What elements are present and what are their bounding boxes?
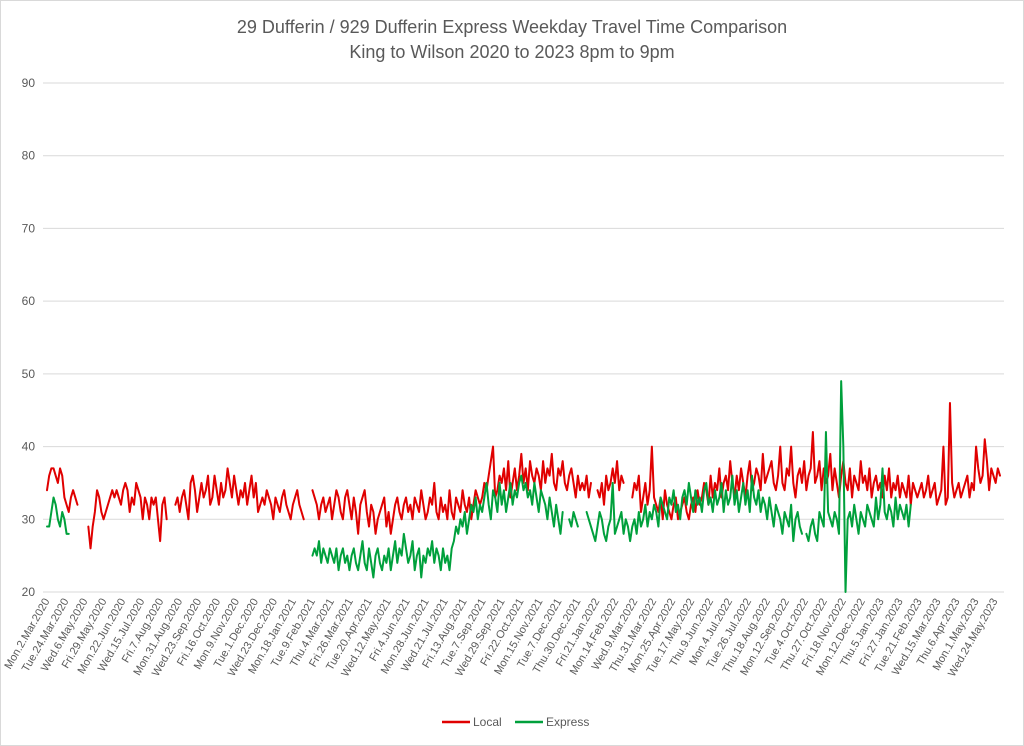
chart-subtitle: King to Wilson 2020 to 2023 8pm to 9pm [349,42,674,62]
y-tick-label: 70 [22,221,36,235]
y-tick-label: 50 [22,367,36,381]
y-tick-label: 20 [22,585,36,599]
legend-label-local: Local [473,715,502,729]
y-tick-label: 60 [22,294,36,308]
y-tick-label: 80 [22,149,36,163]
gridlines [43,82,1004,593]
y-axis-ticks: 20 30 40 50 60 70 80 90 [22,76,36,599]
series-line-local [46,401,1001,550]
chart-title: 29 Dufferin / 929 Dufferin Express Weekd… [237,17,787,37]
legend-label-express: Express [546,715,589,729]
legend: Local Express [442,715,589,729]
y-tick-label: 40 [22,440,36,454]
x-axis-ticks: Mon.2.Mar.2020Tue.24.Mar.2020Wed.6.May.2… [2,597,1000,679]
series-line-express [46,380,912,593]
series-lines [46,380,1001,593]
y-tick-label: 30 [22,512,36,526]
y-tick-label: 90 [22,76,36,90]
